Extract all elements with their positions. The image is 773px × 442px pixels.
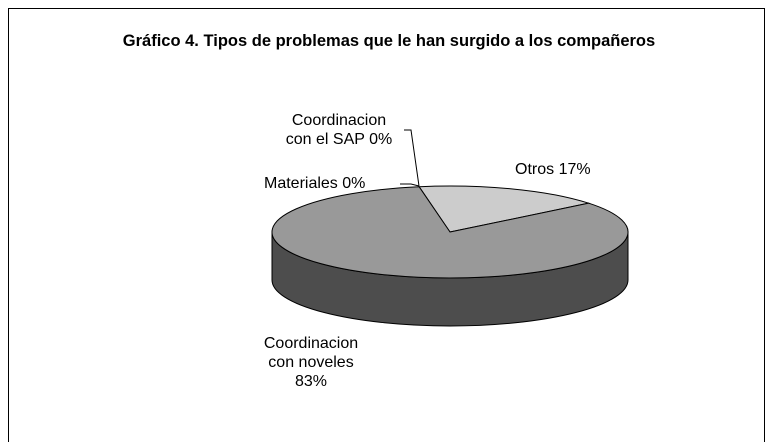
label-value: 83% bbox=[294, 373, 328, 390]
data-label: Otros 17% bbox=[515, 160, 591, 179]
label-value: 0% bbox=[342, 175, 366, 192]
label-name: Otros bbox=[515, 161, 555, 178]
pie bbox=[271, 185, 629, 327]
slice bbox=[271, 186, 629, 279]
frame bbox=[8, 8, 765, 442]
data-label: Materiales 0% bbox=[264, 174, 365, 193]
label-name: Materiales bbox=[264, 175, 338, 192]
leader-line bbox=[404, 129, 420, 187]
slice bbox=[418, 185, 591, 233]
data-label: Coordinacion con el SAP 0% bbox=[280, 111, 398, 149]
label-name: Coordinacion con noveles bbox=[263, 335, 359, 371]
label-value: 17% bbox=[558, 161, 591, 178]
data-label: Coordinacion con noveles 83% bbox=[256, 334, 366, 391]
leader-line bbox=[400, 183, 420, 187]
chart-title: Gráfico 4. Tipos de problemas que le han… bbox=[122, 32, 656, 50]
label-name: Coordinacion con el SAP bbox=[285, 112, 387, 148]
label-value: 0% bbox=[369, 131, 393, 148]
